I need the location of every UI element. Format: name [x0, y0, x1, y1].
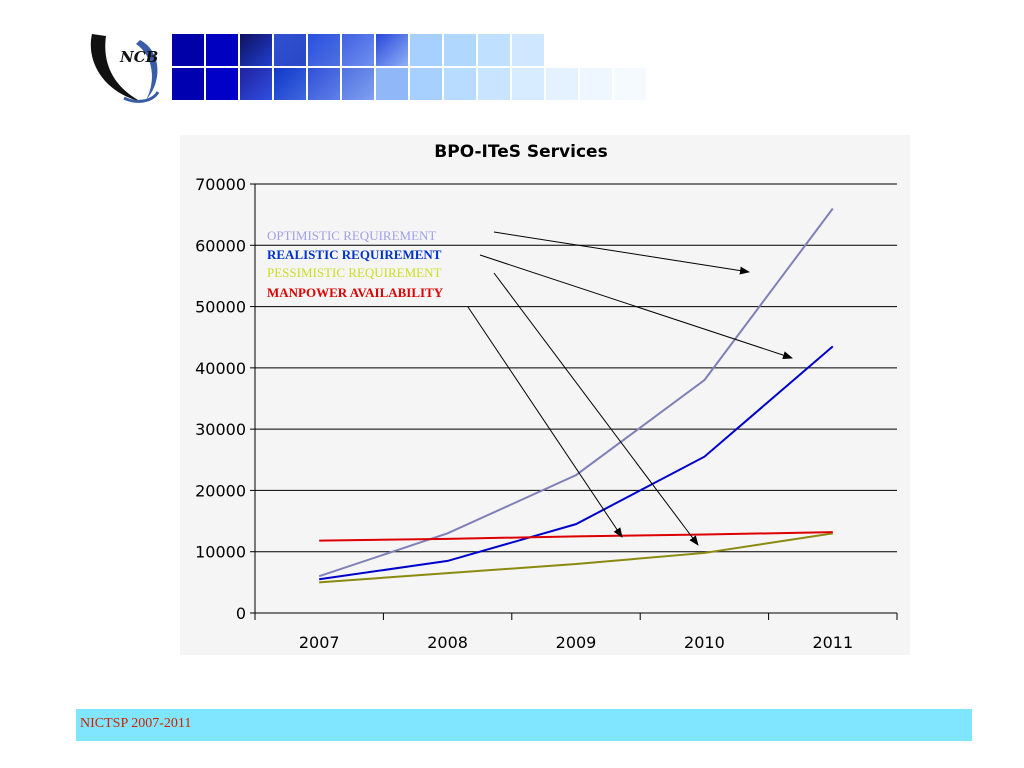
series-line-2	[319, 532, 833, 584]
x-tick-label: 2008	[427, 633, 468, 652]
callout-arrow-3	[467, 306, 623, 538]
y-tick-label: 20000	[195, 481, 246, 500]
x-tick-label: 2011	[812, 633, 853, 652]
logo-text: NCB	[120, 48, 159, 66]
footer-bar: NICTSP 2007-2011	[76, 709, 972, 741]
x-tick-label: 2010	[684, 633, 725, 652]
y-tick-label: 30000	[195, 420, 246, 439]
callout-arrow-1	[479, 254, 793, 359]
y-tick-label: 10000	[195, 543, 246, 562]
series-line-1	[319, 345, 834, 581]
callout-arrow-0	[493, 231, 750, 275]
chart-title: BPO-ITeS Services	[434, 142, 607, 162]
y-tick-label: 60000	[195, 236, 246, 255]
chart-area	[180, 135, 910, 655]
callout-arrow-2	[493, 272, 699, 546]
y-tick-label: 50000	[195, 298, 246, 317]
series-line-3	[319, 531, 833, 542]
y-tick-label: 0	[236, 604, 246, 623]
legend-optimistic: OPTIMISTIC REQUIREMENT	[267, 228, 437, 243]
y-tick-label: 40000	[195, 359, 246, 378]
legend-manpower: MANPOWER AVAILABILITY	[267, 285, 444, 300]
x-tick-label: 2009	[556, 633, 597, 652]
x-tick-label: 2007	[299, 633, 340, 652]
footer-text: NICTSP 2007-2011	[80, 716, 192, 731]
y-tick-label: 70000	[195, 175, 246, 194]
series-line-0	[318, 207, 834, 578]
legend-realistic: REALISTIC REQUIREMENT	[267, 247, 442, 262]
legend-pessimistic: PESSIMISTIC REQUIREMENT	[267, 265, 442, 280]
ncb-logo	[90, 34, 160, 103]
